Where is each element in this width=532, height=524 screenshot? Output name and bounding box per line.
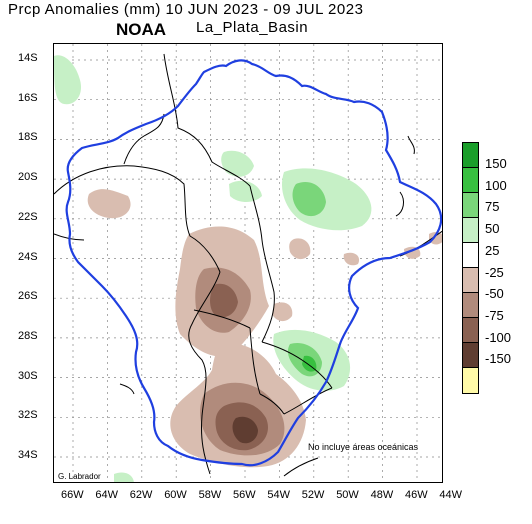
legend-swatch	[462, 192, 479, 219]
legend-swatch	[462, 367, 479, 394]
map-panel	[53, 43, 443, 483]
legend-level-label: 150	[485, 156, 507, 171]
legend-swatch	[462, 267, 479, 294]
lon-tick-label: 58W	[198, 489, 222, 501]
legend-swatch	[462, 217, 479, 244]
legend-level-label: -75	[485, 307, 504, 323]
lat-tick-label: 14S	[18, 52, 38, 64]
legend-level-label: 25	[485, 242, 500, 258]
la-plata-basin-outline	[65, 59, 442, 467]
lon-tick-label: 48W	[370, 489, 394, 501]
lon-tick-label: 64W	[95, 489, 119, 501]
legend-level-label: 100	[485, 177, 507, 193]
lon-tick-label: 54W	[267, 489, 291, 501]
lon-tick-label: 50W	[336, 489, 359, 501]
negative-anomaly-shading	[87, 189, 442, 468]
lat-tick-label: 16S	[18, 91, 38, 104]
lon-tick-label: 66W	[61, 489, 84, 501]
lat-lon-grid	[54, 44, 442, 482]
lat-tick-label: 20S	[18, 171, 38, 184]
legend-swatch	[462, 242, 479, 269]
map-canvas	[54, 44, 442, 482]
lat-tick-label: 22S	[18, 210, 38, 223]
positive-anomaly-shading	[54, 55, 372, 482]
legend-level-label: -150	[485, 351, 512, 367]
country-borders	[54, 53, 442, 477]
agency-label: NOAA	[116, 20, 167, 39]
lon-tick-label: 60W	[164, 489, 187, 501]
lat-tick-label: 24S	[18, 250, 38, 263]
lon-tick-label: 62W	[129, 489, 153, 501]
lon-tick-label: 46W	[405, 489, 428, 501]
map-title: Prcp Anomalies (mm) 10 JUN 2023 - 09 JUL…	[8, 1, 364, 18]
legend-level-label: 75	[485, 199, 500, 215]
lat-tick-label: 34S	[18, 449, 38, 461]
ocean-note: No incluye áreas oceánicas	[308, 442, 419, 452]
legend-level-label: -100	[485, 329, 512, 345]
legend-level-label: -25	[485, 264, 504, 280]
legend-swatch	[462, 142, 479, 169]
lon-tick-label: 56W	[233, 489, 256, 501]
lat-tick-label: 26S	[18, 290, 38, 303]
legend-swatch	[462, 167, 479, 194]
lon-tick-label: 44W	[439, 489, 463, 501]
legend-swatch	[462, 317, 479, 344]
legend-level-label: 50	[485, 221, 500, 237]
lat-tick-label: 30S	[18, 369, 38, 382]
lat-tick-label: 28S	[18, 329, 38, 342]
region-label: La_Plata_Basin	[196, 19, 309, 36]
author-credit: G. Labrador	[58, 472, 101, 481]
lat-tick-label: 32S	[18, 409, 38, 422]
lat-tick-label: 18S	[18, 131, 38, 144]
legend-level-label: -50	[485, 286, 504, 302]
lon-tick-label: 52W	[301, 489, 325, 501]
legend-swatch	[462, 342, 479, 369]
legend-swatch	[462, 292, 479, 319]
